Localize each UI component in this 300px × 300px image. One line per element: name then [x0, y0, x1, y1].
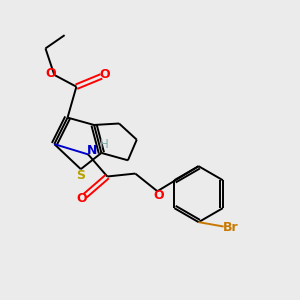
Text: O: O: [100, 68, 110, 81]
Text: Br: Br: [223, 221, 239, 234]
Text: O: O: [76, 192, 87, 205]
Text: O: O: [46, 67, 56, 80]
Text: N: N: [86, 144, 97, 158]
Text: S: S: [76, 169, 85, 182]
Text: O: O: [154, 189, 164, 202]
Text: H: H: [100, 138, 109, 151]
